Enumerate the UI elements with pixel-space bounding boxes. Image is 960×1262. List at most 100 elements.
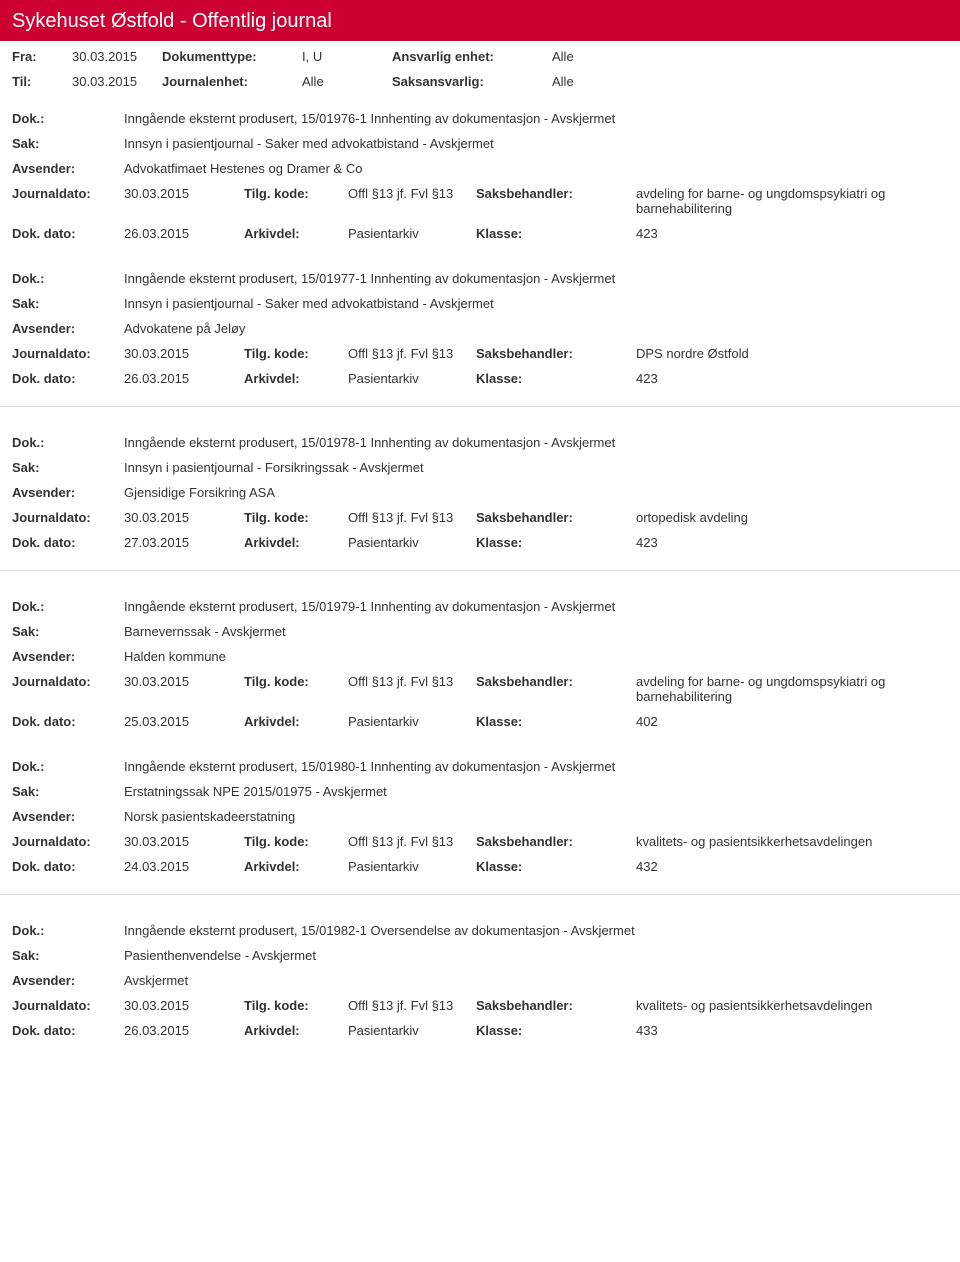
meta-til-value: 30.03.2015 [72,74,162,89]
avsender-label: Avsender: [12,809,124,824]
sak-value: Innsyn i pasientjournal - Forsikringssak… [124,460,948,475]
arkivdel-label: Arkivdel: [244,535,348,550]
meta-journalenhet-value: Alle [302,74,392,89]
meta-saksansvarlig-value: Alle [552,74,574,89]
dokdato-value: 27.03.2015 [124,535,244,550]
journal-entry: Dok.:Inngående eksternt produsert, 15/01… [0,913,960,1058]
meta-saksansvarlig-label: Saksansvarlig: [392,74,552,89]
dok-label: Dok.: [12,759,124,774]
avsender-label: Avsender: [12,321,124,336]
sak-label: Sak: [12,460,124,475]
dokdato-label: Dok. dato: [12,1023,124,1038]
sak-value: Pasienthenvendelse - Avskjermet [124,948,948,963]
arkivdel-value: Pasientarkiv [348,371,476,386]
sak-value: Erstatningssak NPE 2015/01975 - Avskjerm… [124,784,948,799]
sak-label: Sak: [12,296,124,311]
page-header: Sykehuset Østfold - Offentlig journal [0,0,960,41]
klasse-value: 402 [636,714,948,729]
tilgkode-label: Tilg. kode: [244,186,348,201]
journal-entry: Dok.:Inngående eksternt produsert, 15/01… [0,261,960,406]
meta-fra-value: 30.03.2015 [72,49,162,64]
dok-value: Inngående eksternt produsert, 15/01979-1… [124,599,948,614]
journaldato-value: 30.03.2015 [124,834,244,849]
arkivdel-value: Pasientarkiv [348,535,476,550]
saksbehandler-label: Saksbehandler: [476,186,636,201]
meta-fra-label: Fra: [12,49,72,64]
klasse-label: Klasse: [476,226,636,241]
arkivdel-label: Arkivdel: [244,226,348,241]
dok-value: Inngående eksternt produsert, 15/01978-1… [124,435,948,450]
dok-value: Inngående eksternt produsert, 15/01980-1… [124,759,948,774]
journaldato-value: 30.03.2015 [124,674,244,689]
dok-value: Inngående eksternt produsert, 15/01982-1… [124,923,948,938]
arkivdel-label: Arkivdel: [244,714,348,729]
journal-entry: Dok.:Inngående eksternt produsert, 15/01… [0,101,960,261]
saksbehandler-value: avdeling for barne- og ungdomspsykiatri … [636,674,948,704]
meta-journalenhet-label: Journalenhet: [162,74,302,89]
dok-value: Inngående eksternt produsert, 15/01976-1… [124,111,948,126]
saksbehandler-value: kvalitets- og pasientsikkerhetsavdelinge… [636,834,948,849]
tilgkode-value: Offl §13 jf. Fvl §13 [348,834,476,849]
tilgkode-label: Tilg. kode: [244,510,348,525]
journaldato-label: Journaldato: [12,186,124,201]
meta-til-label: Til: [12,74,72,89]
klasse-label: Klasse: [476,1023,636,1038]
saksbehandler-label: Saksbehandler: [476,674,636,689]
sak-label: Sak: [12,948,124,963]
saksbehandler-label: Saksbehandler: [476,346,636,361]
dokdato-label: Dok. dato: [12,535,124,550]
saksbehandler-value: kvalitets- og pasientsikkerhetsavdelinge… [636,998,948,1013]
klasse-value: 432 [636,859,948,874]
dok-label: Dok.: [12,111,124,126]
avsender-label: Avsender: [12,649,124,664]
tilgkode-label: Tilg. kode: [244,346,348,361]
klasse-value: 423 [636,226,948,241]
journaldato-value: 30.03.2015 [124,186,244,201]
tilgkode-label: Tilg. kode: [244,998,348,1013]
meta-ansvarlig-label: Ansvarlig enhet: [392,49,552,64]
arkivdel-value: Pasientarkiv [348,859,476,874]
meta-ansvarlig-value: Alle [552,49,574,64]
journal-entry: Dok.:Inngående eksternt produsert, 15/01… [0,425,960,570]
journaldato-value: 30.03.2015 [124,998,244,1013]
dokdato-value: 25.03.2015 [124,714,244,729]
tilgkode-label: Tilg. kode: [244,674,348,689]
saksbehandler-label: Saksbehandler: [476,510,636,525]
dokdato-label: Dok. dato: [12,714,124,729]
dokdato-value: 24.03.2015 [124,859,244,874]
journaldato-label: Journaldato: [12,834,124,849]
klasse-value: 423 [636,371,948,386]
dok-label: Dok.: [12,435,124,450]
sak-label: Sak: [12,784,124,799]
dokdato-label: Dok. dato: [12,226,124,241]
arkivdel-value: Pasientarkiv [348,226,476,241]
klasse-label: Klasse: [476,535,636,550]
klasse-value: 433 [636,1023,948,1038]
arkivdel-label: Arkivdel: [244,1023,348,1038]
journal-entry: Dok.:Inngående eksternt produsert, 15/01… [0,749,960,894]
journaldato-label: Journaldato: [12,998,124,1013]
journaldato-value: 30.03.2015 [124,510,244,525]
tilgkode-value: Offl §13 jf. Fvl §13 [348,998,476,1013]
tilgkode-value: Offl §13 jf. Fvl §13 [348,346,476,361]
meta-doktype-value: I, U [302,49,392,64]
tilgkode-value: Offl §13 jf. Fvl §13 [348,510,476,525]
saksbehandler-value: DPS nordre Østfold [636,346,948,361]
page-title: Sykehuset Østfold - Offentlig journal [12,10,948,33]
dok-label: Dok.: [12,599,124,614]
tilgkode-value: Offl §13 jf. Fvl §13 [348,674,476,689]
arkivdel-value: Pasientarkiv [348,714,476,729]
dokdato-label: Dok. dato: [12,371,124,386]
entries-container: Dok.:Inngående eksternt produsert, 15/01… [0,101,960,1058]
dokdato-value: 26.03.2015 [124,1023,244,1038]
journaldato-value: 30.03.2015 [124,346,244,361]
klasse-label: Klasse: [476,859,636,874]
klasse-label: Klasse: [476,714,636,729]
arkivdel-label: Arkivdel: [244,859,348,874]
avsender-value: Advokatene på Jeløy [124,321,948,336]
saksbehandler-value: avdeling for barne- og ungdomspsykiatri … [636,186,948,216]
avsender-label: Avsender: [12,973,124,988]
meta-doktype-label: Dokumenttype: [162,49,302,64]
saksbehandler-value: ortopedisk avdeling [636,510,948,525]
arkivdel-label: Arkivdel: [244,371,348,386]
